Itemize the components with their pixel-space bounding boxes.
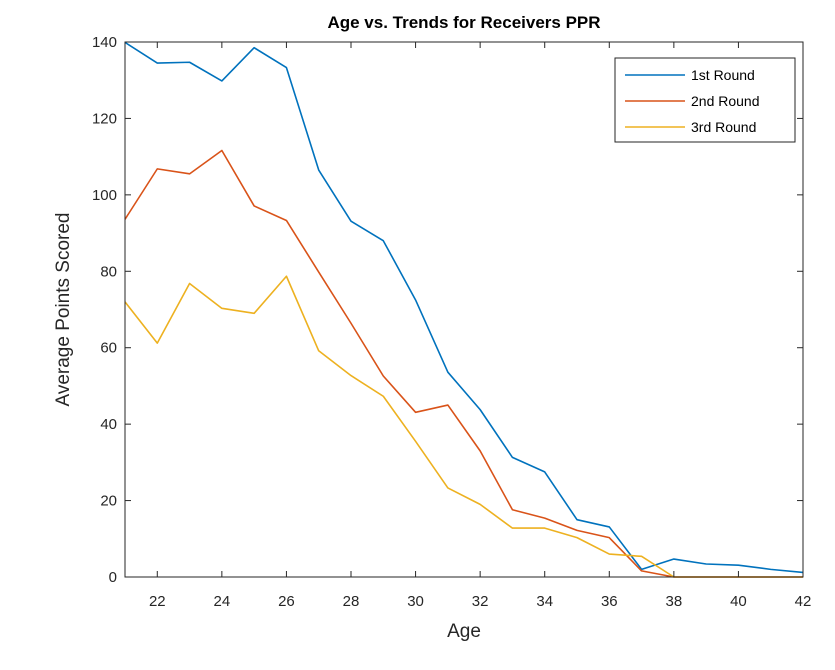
x-tick-label: 40	[730, 593, 747, 610]
y-tick-label: 60	[100, 340, 117, 357]
y-tick-label: 40	[100, 416, 117, 433]
x-tick-label: 34	[536, 593, 553, 610]
legend: 1st Round 2nd Round 3rd Round	[614, 57, 796, 143]
x-tick-label: 32	[472, 593, 489, 610]
x-axis-label: Age	[447, 621, 481, 642]
x-tick-labels: 22 24 26 28 30 32 34 36 38 40 42	[149, 593, 811, 610]
x-tick-label: 28	[343, 593, 360, 610]
axes-box	[124, 41, 804, 578]
y-tick-labels: 0 20 40 60 80 100 120 140	[92, 34, 117, 586]
x-tick-label: 42	[795, 593, 812, 610]
legend-label-1: 1st Round	[691, 67, 755, 83]
y-tick-label: 100	[92, 187, 117, 204]
x-tick-label: 36	[601, 593, 618, 610]
series-line-1	[124, 41, 804, 574]
legend-label-2: 2nd Round	[691, 93, 760, 109]
legend-box	[614, 57, 796, 143]
y-tick-label: 0	[109, 569, 117, 586]
x-tick-label: 26	[278, 593, 295, 610]
legend-label-3: 3rd Round	[691, 119, 756, 135]
x-tick-label: 38	[666, 593, 683, 610]
x-tick-label: 24	[214, 593, 231, 610]
y-tick-label: 80	[100, 263, 117, 280]
legend-items: 1st Round 2nd Round 3rd Round	[625, 67, 760, 135]
tick-marks	[125, 41, 804, 578]
y-tick-label: 120	[92, 110, 117, 127]
chart-title: Age vs. Trends for Receivers PPR	[327, 13, 600, 32]
y-tick-label: 20	[100, 493, 117, 510]
y-tick-label: 140	[92, 34, 117, 51]
x-tick-label: 30	[407, 593, 424, 610]
axes	[124, 41, 804, 578]
x-tick-label: 22	[149, 593, 166, 610]
y-axis-label: Average Points Scored	[53, 213, 74, 407]
